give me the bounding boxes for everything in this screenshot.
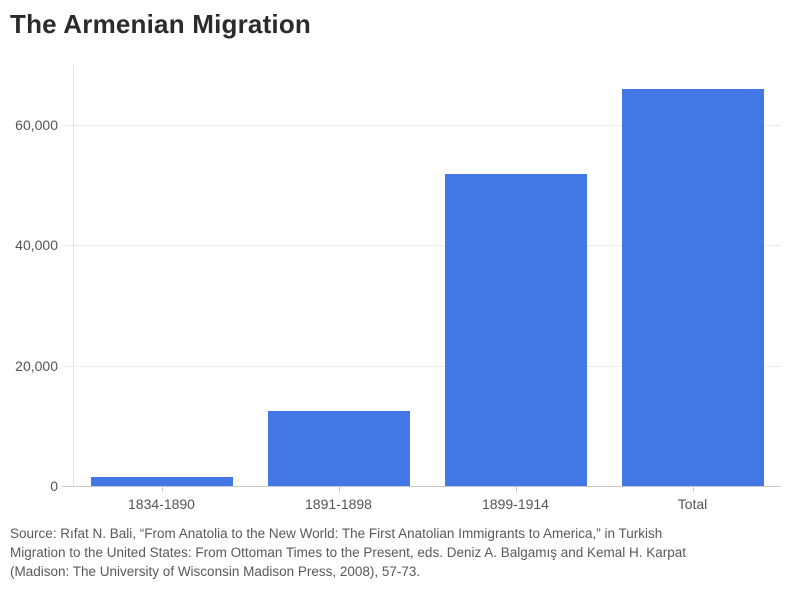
gridline — [62, 245, 781, 247]
y-axis-line — [73, 65, 74, 486]
x-axis-tick-label: Total — [677, 496, 708, 512]
bar-1899-1914 — [444, 173, 587, 486]
y-axis-tick-label: 0 — [50, 478, 58, 494]
y-axis-tick-label: 60,000 — [15, 117, 58, 134]
x-axis-tick-label: 1899-1914 — [482, 496, 549, 512]
chart-title: The Armenian Migration — [10, 9, 312, 39]
y-axis-tick-label: 40,000 — [15, 237, 58, 254]
source-note: Source: Rıfat N. Bali, “From Anatolia to… — [10, 524, 790, 581]
gridline — [62, 125, 781, 127]
x-axis-tick — [161, 487, 163, 492]
source-line: Migration to the United States: From Ott… — [10, 545, 687, 560]
y-axis-tick-label: 20,000 — [15, 357, 58, 374]
source-line: Source: Rıfat N. Bali, “From Anatolia to… — [10, 526, 663, 541]
bar-1891-1898 — [267, 410, 410, 486]
x-axis-tick — [692, 487, 694, 492]
source-line: (Madison: The University of Wisconsin Ma… — [10, 564, 421, 579]
x-axis-baseline — [62, 486, 781, 487]
x-axis-tick-label: 1834-1890 — [128, 496, 195, 512]
x-axis-tick-label: 1891-1898 — [305, 496, 372, 512]
x-axis-tick — [338, 487, 340, 492]
bar-total — [621, 89, 764, 486]
gridline — [62, 365, 781, 367]
bar-1834-1890 — [90, 476, 233, 486]
x-axis-tick — [515, 487, 517, 492]
